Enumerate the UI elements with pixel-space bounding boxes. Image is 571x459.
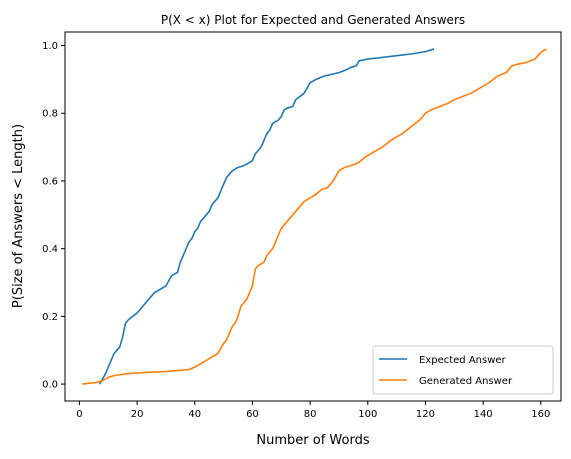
x-tick-label: 100 [358,409,377,420]
legend: Expected Answer Generated Answer [372,345,554,395]
y-axis-label: P(Size of Answers < Length) [11,124,26,308]
x-tick-label: 160 [531,409,550,420]
y-tick-label: 1.0 [42,41,58,52]
series-line-expected [98,48,435,385]
x-tick-label: 80 [304,409,317,420]
x-tick-label: 60 [246,409,259,420]
x-tick-label: 40 [188,409,201,420]
x-tick-label: 140 [474,409,493,420]
series-line-generated [82,48,547,385]
y-tick-label: 0.8 [42,109,58,120]
x-tick-label: 120 [416,409,435,420]
y-tick-label: 0.0 [42,380,58,391]
x-tick-label: 20 [131,409,144,420]
x-axis: 0 20 40 60 80 100 120 140 160 [76,401,550,420]
chart-title: P(X < x) Plot for Expected and Generated… [161,13,465,27]
legend-label: Expected Answer [419,355,507,366]
y-tick-label: 0.2 [42,312,58,323]
x-axis-label: Number of Words [256,433,369,448]
y-tick-label: 0.6 [42,176,58,187]
y-axis: 0.0 0.2 0.4 0.6 0.8 1.0 [42,41,65,391]
y-tick-label: 0.4 [42,244,58,255]
legend-label: Generated Answer [419,376,513,387]
x-tick-label: 0 [76,409,82,420]
plot-area [82,48,547,385]
legend-box [372,345,554,395]
plot-frame [64,31,562,402]
